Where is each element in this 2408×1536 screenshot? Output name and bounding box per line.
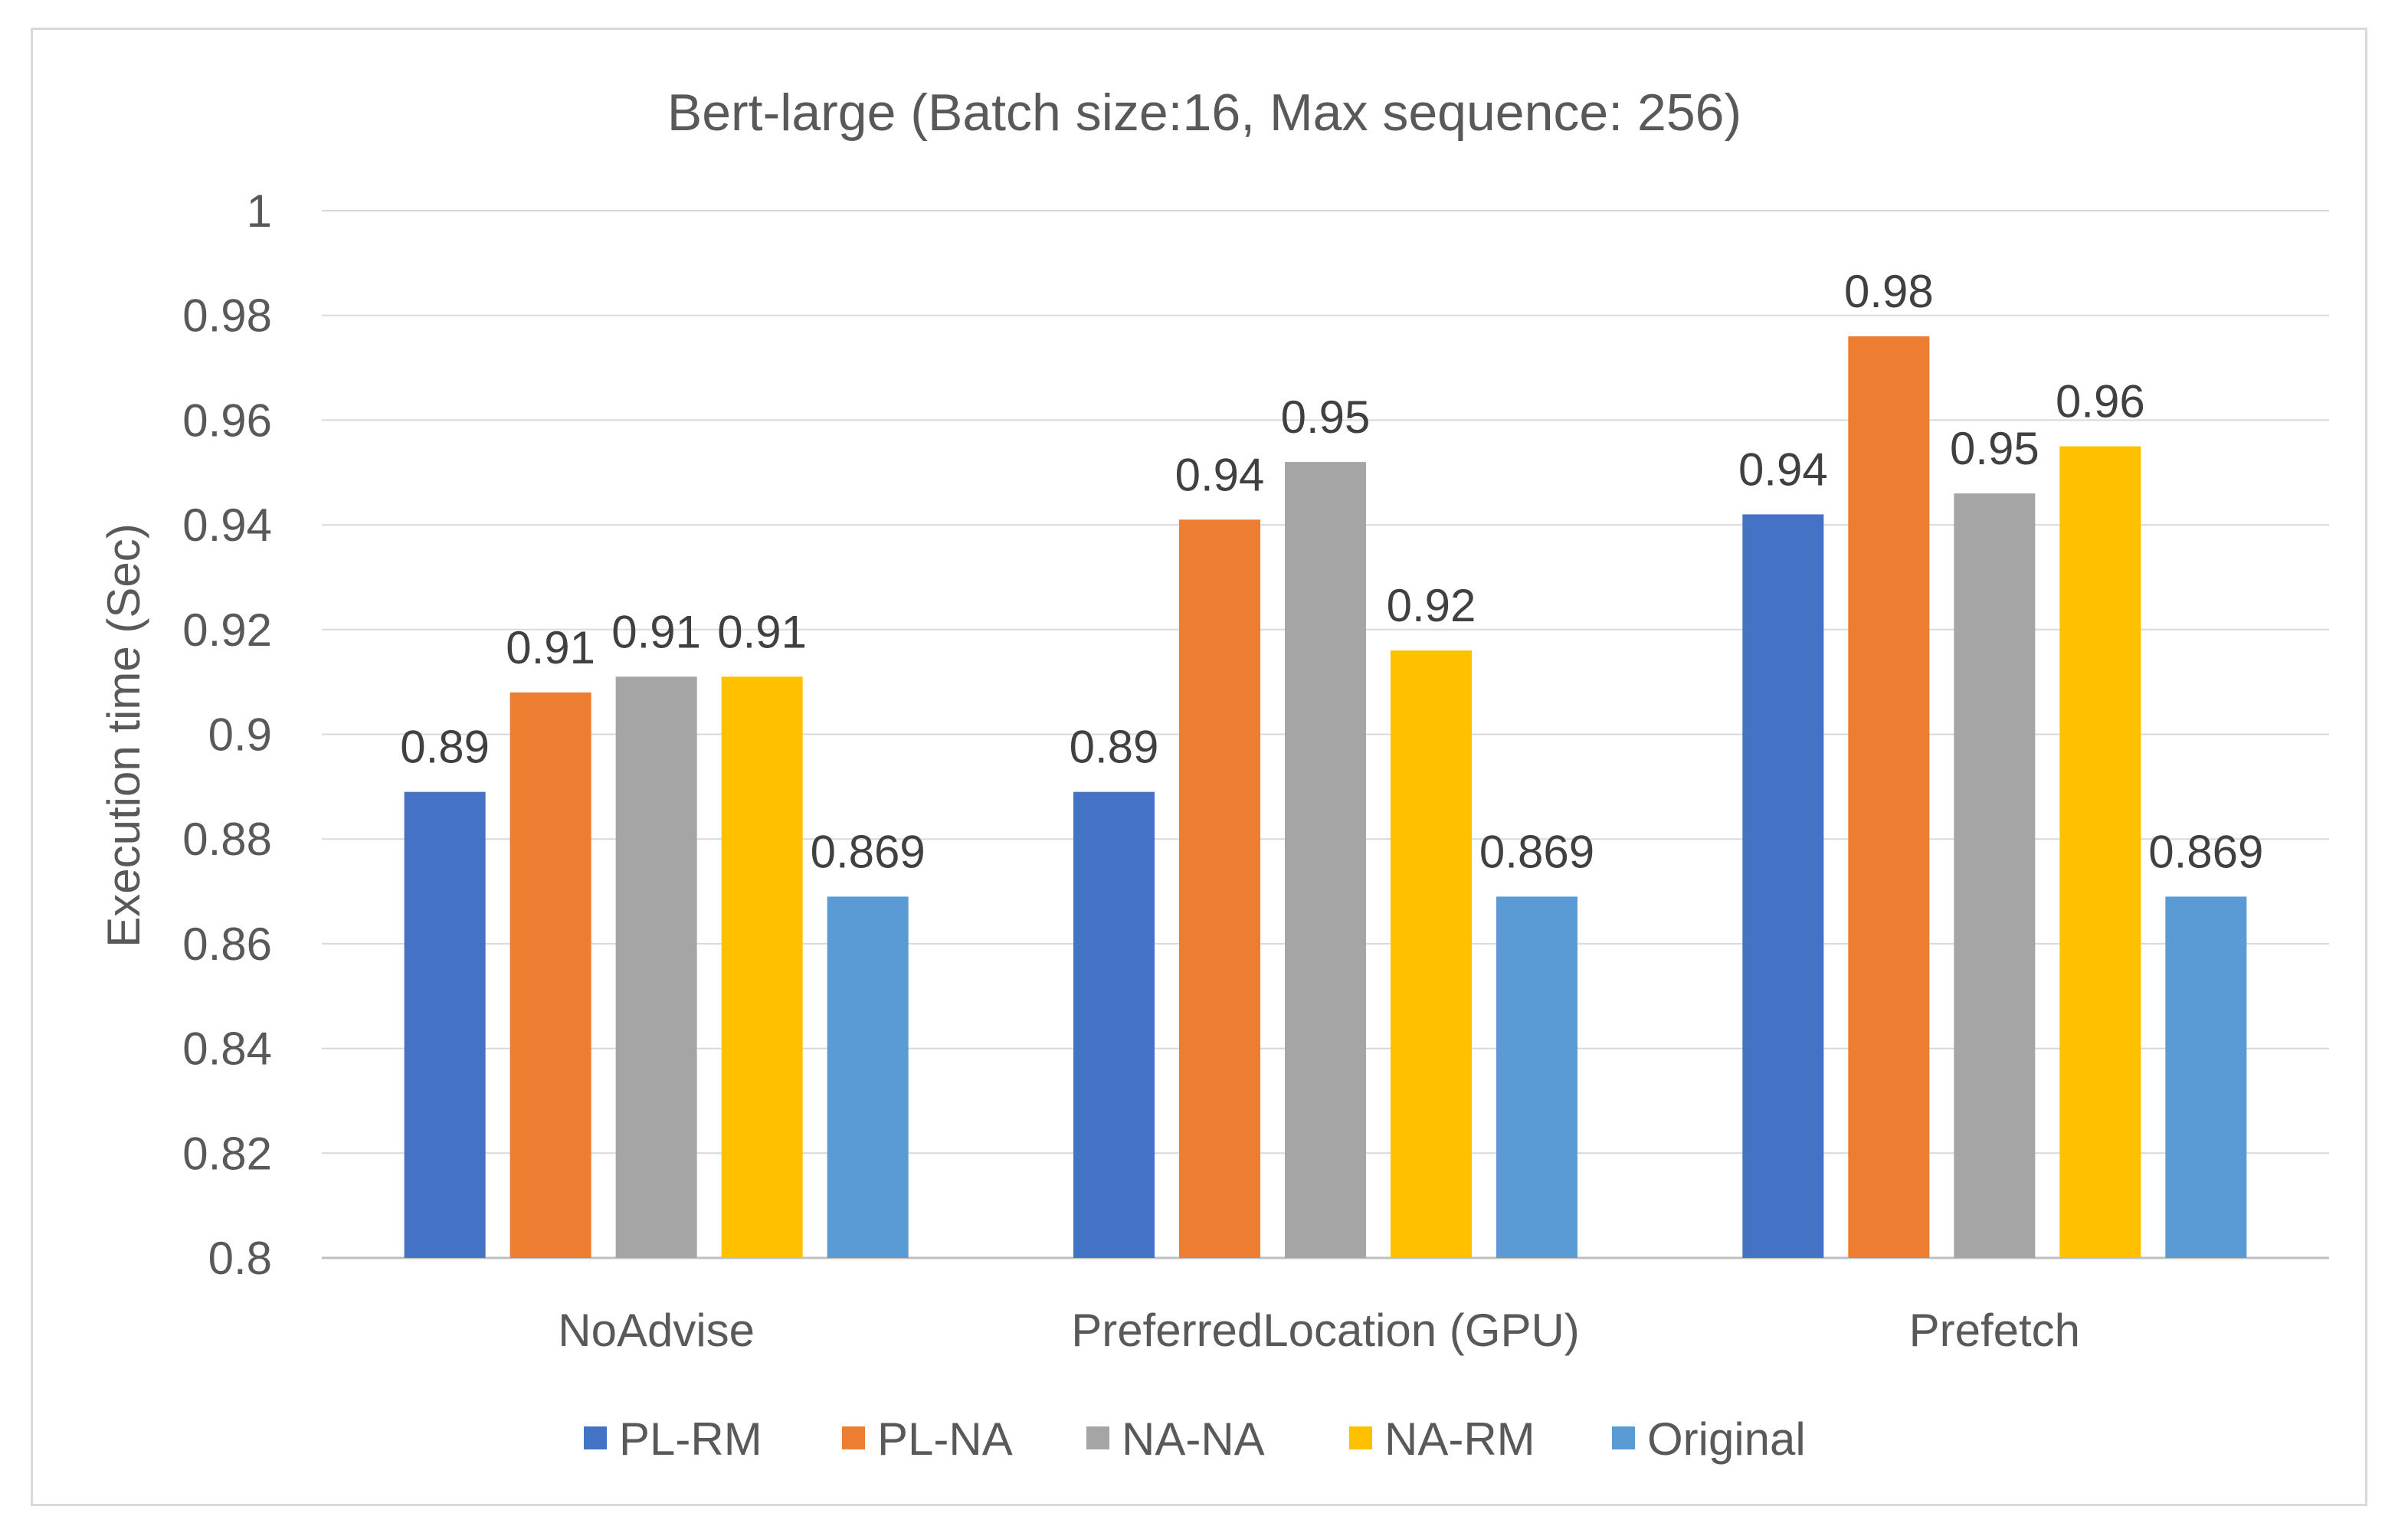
data-label: 0.869 (1479, 826, 1594, 877)
legend-swatch-na-rm (1349, 1426, 1372, 1449)
legend: PL-RM PL-NA NA-NA NA-RM Original (584, 1413, 1806, 1465)
data-label: 0.91 (717, 606, 807, 657)
data-label: 0.89 (400, 722, 490, 773)
chart-title: Bert-large (Batch size:16, Max sequence:… (667, 84, 1741, 142)
data-label: 0.96 (2056, 376, 2145, 427)
bar-pl-na-2 (1179, 519, 1260, 1258)
bar-pl-rm-1 (404, 791, 486, 1258)
data-label: 0.869 (811, 826, 926, 877)
y-axis-label: Execution time (Sec) (98, 523, 149, 948)
bar-na-na-2 (1285, 462, 1366, 1258)
x-tick-label: PreferredLocation (GPU) (1071, 1305, 1580, 1356)
y-tick-label: 0.82 (182, 1128, 272, 1179)
y-tick-label: 0.96 (182, 395, 272, 446)
y-tick-label: 1 (247, 185, 272, 237)
bar-pl-rm-3 (1742, 514, 1824, 1258)
bar-na-na-1 (615, 676, 697, 1258)
legend-label-original: Original (1647, 1413, 1806, 1465)
legend-label-pl-na: PL-NA (877, 1413, 1013, 1465)
legend-label-na-rm: NA-RM (1384, 1413, 1535, 1465)
x-axis-ticks: NoAdvise PreferredLocation (GPU) Prefetch (558, 1305, 2080, 1356)
y-tick-label: 0.92 (182, 604, 272, 656)
x-tick-label: NoAdvise (558, 1305, 755, 1356)
data-label: 0.89 (1070, 722, 1159, 773)
bar-pl-na-1 (509, 692, 591, 1258)
bars (404, 336, 2247, 1259)
y-tick-label: 0.84 (182, 1023, 272, 1075)
data-label: 0.92 (1387, 580, 1476, 631)
data-label: 0.94 (1738, 444, 1828, 495)
bar-pl-na-3 (1848, 336, 1930, 1258)
y-tick-label: 0.88 (182, 814, 272, 865)
legend-label-pl-rm: PL-RM (619, 1413, 762, 1465)
legend-swatch-pl-rm (584, 1426, 607, 1449)
bar-na-rm-2 (1391, 650, 1472, 1258)
legend-swatch-pl-na (842, 1426, 865, 1449)
data-label: 0.95 (1281, 391, 1371, 443)
bar-original-3 (2165, 896, 2247, 1258)
bar-original-2 (1496, 896, 1577, 1258)
y-tick-label: 0.94 (182, 499, 272, 551)
data-label: 0.91 (611, 606, 701, 657)
data-label: 0.94 (1175, 449, 1265, 500)
data-label: 0.869 (2148, 826, 2263, 877)
y-tick-label: 0.86 (182, 919, 272, 970)
bar-pl-rm-2 (1073, 791, 1155, 1258)
y-tick-label: 0.9 (208, 709, 272, 761)
data-label: 0.95 (1950, 423, 2039, 474)
legend-swatch-na-na (1086, 1426, 1109, 1449)
bar-na-rm-1 (721, 676, 803, 1258)
x-tick-label: Prefetch (1909, 1305, 2080, 1356)
y-tick-label: 0.8 (208, 1233, 272, 1284)
bar-original-1 (827, 896, 909, 1258)
data-label: 0.98 (1844, 266, 1934, 317)
bar-na-rm-3 (2059, 446, 2141, 1259)
legend-label-na-na: NA-NA (1122, 1413, 1265, 1465)
y-axis-ticks: 0.8 0.82 0.84 0.86 0.88 0.9 0.92 0.94 0.96 0.98 1 (182, 185, 272, 1284)
legend-swatch-original (1612, 1426, 1635, 1449)
data-label: 0.91 (506, 622, 595, 673)
bar-na-na-3 (1954, 493, 2036, 1258)
y-tick-label: 0.98 (182, 290, 272, 342)
data-labels: 0.89 0.91 0.91 0.91 0.869 0.89 0.94 0.95 0.92 0.8… (400, 266, 2263, 877)
